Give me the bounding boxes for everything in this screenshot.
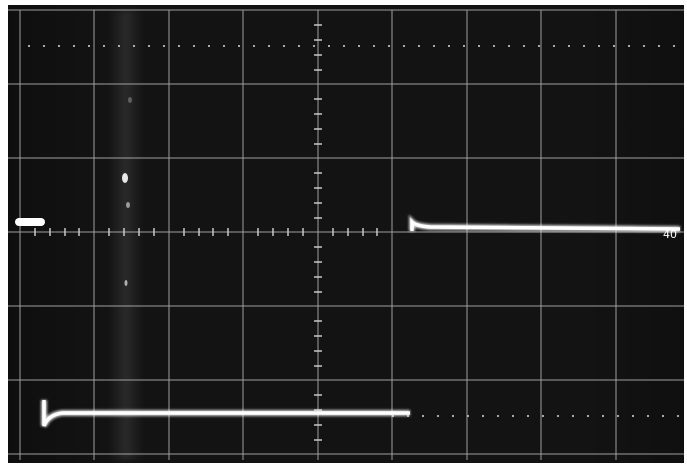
center-axis-ticks bbox=[34, 24, 378, 441]
haze-band bbox=[108, 10, 144, 460]
right-edge-marker: 40 bbox=[663, 228, 677, 241]
ground-marker bbox=[15, 218, 45, 226]
upper-trace bbox=[409, 214, 681, 232]
trace-speckles bbox=[122, 97, 132, 286]
lower-trace bbox=[41, 400, 410, 428]
graticule bbox=[8, 9, 684, 460]
